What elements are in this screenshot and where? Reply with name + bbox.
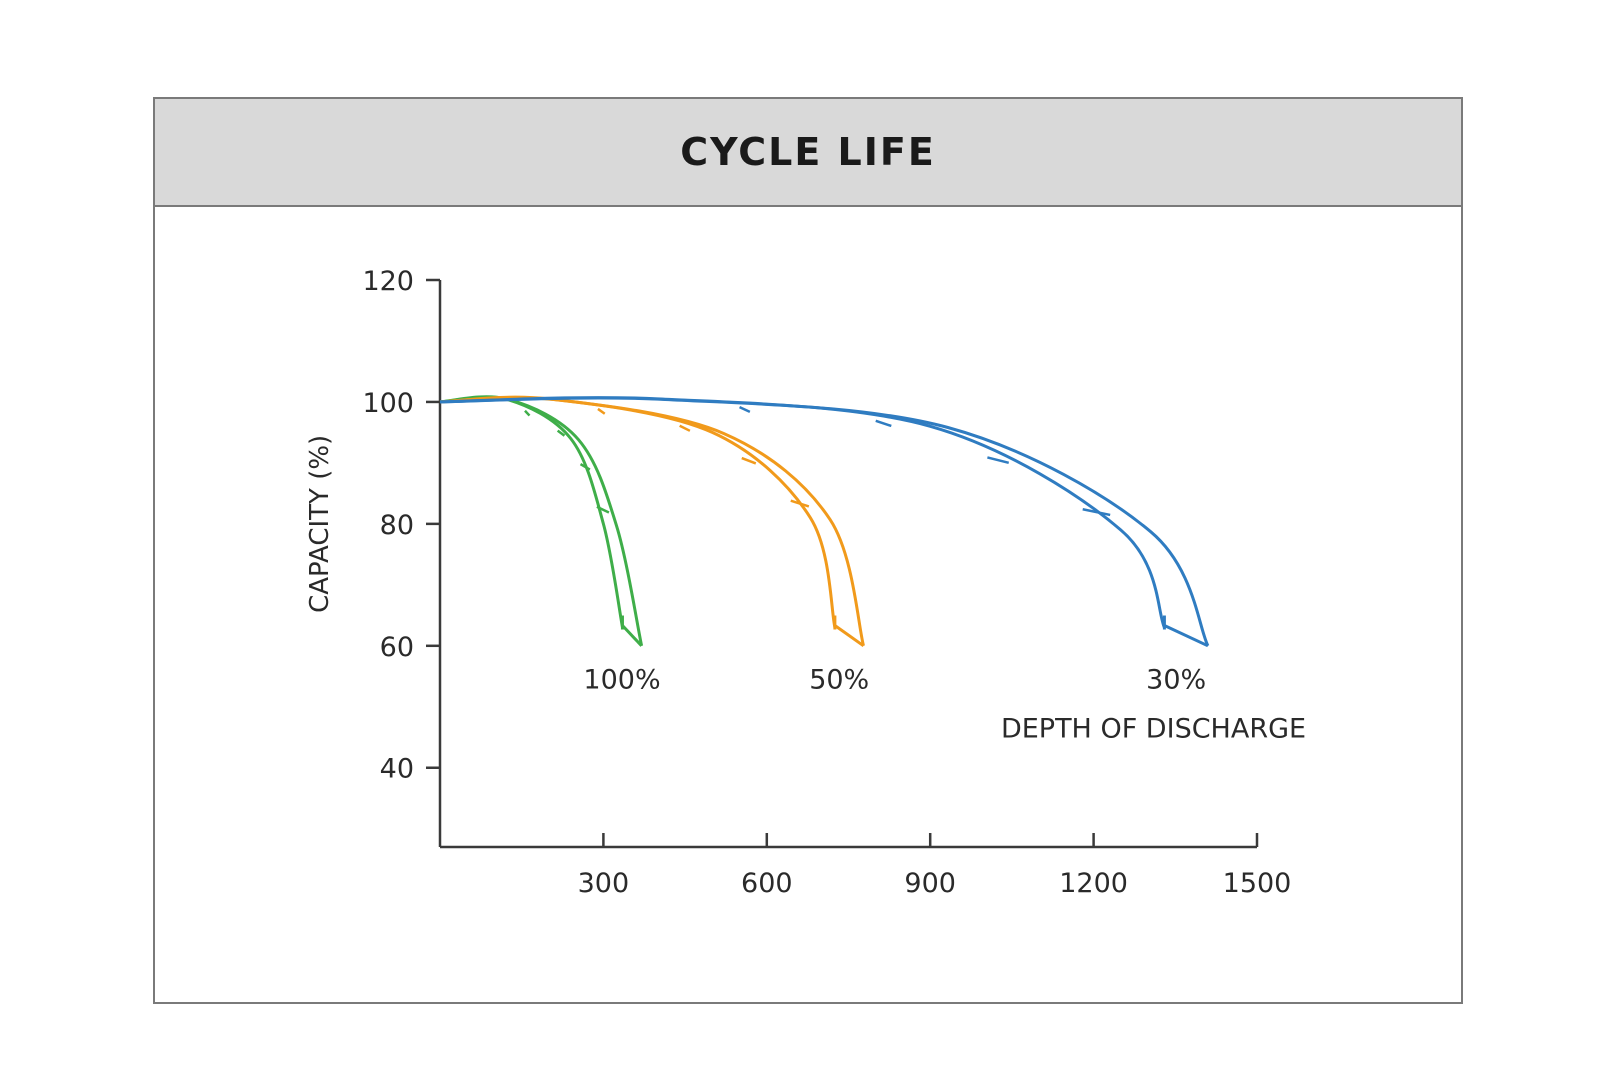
chart-header: CYCLE LIFE	[155, 99, 1461, 207]
x-tick-label: 1500	[1223, 868, 1292, 899]
y-tick-label: 40	[380, 754, 414, 785]
y-tick-label: 100	[362, 388, 414, 419]
series-inner-line	[439, 395, 624, 628]
x-tick-label: 600	[741, 868, 793, 899]
y-tick-label: 60	[380, 632, 414, 663]
series-end-hatch	[834, 624, 865, 648]
series-label: 50%	[809, 664, 869, 695]
depth-of-discharge-label: DEPTH OF DISCHARGE	[1001, 713, 1306, 744]
x-tick-label: 1200	[1059, 868, 1128, 899]
series-30-pct	[439, 396, 1210, 648]
chart-series	[439, 395, 1210, 648]
series-outer-line	[439, 396, 865, 647]
series-end-hatch	[1163, 624, 1209, 648]
series-hatch	[741, 456, 757, 465]
series-hatch	[1082, 508, 1111, 517]
series-hatch	[579, 463, 591, 471]
series-hatch	[596, 505, 610, 514]
series-outer-line	[439, 395, 644, 647]
series-end-hatch	[621, 624, 643, 647]
series-hatch	[597, 407, 606, 415]
chart-labels: CAPACITY (%) 100% 50% 30% DEPTH OF DISCHARGE	[305, 435, 1306, 744]
series-hatch	[739, 405, 751, 414]
series-outer-line	[439, 396, 1210, 647]
series-hatch	[987, 456, 1010, 465]
chart-frame: CYCLE LIFE	[153, 97, 1463, 1004]
series-label: 100%	[583, 664, 660, 695]
series-100-pct	[439, 395, 644, 647]
series-hatch	[524, 409, 531, 417]
x-tick-label: 900	[904, 868, 956, 899]
series-hatch	[679, 424, 691, 432]
series-50-pct	[439, 395, 865, 648]
series-hatch	[875, 419, 892, 428]
series-hatch	[556, 429, 566, 437]
chart-title: CYCLE LIFE	[680, 130, 936, 174]
chart-axes: 120 100 80 60 40 300 600 900 1200 1500	[362, 266, 1291, 899]
series-inner-line	[439, 395, 837, 628]
series-hatch	[790, 499, 810, 508]
y-tick-label: 120	[362, 266, 414, 297]
y-axis-title: CAPACITY (%)	[305, 435, 335, 613]
series-inner-line	[439, 396, 1166, 629]
y-tick-label: 80	[380, 510, 414, 541]
x-tick-label: 300	[578, 868, 630, 899]
series-label: 30%	[1146, 664, 1206, 695]
